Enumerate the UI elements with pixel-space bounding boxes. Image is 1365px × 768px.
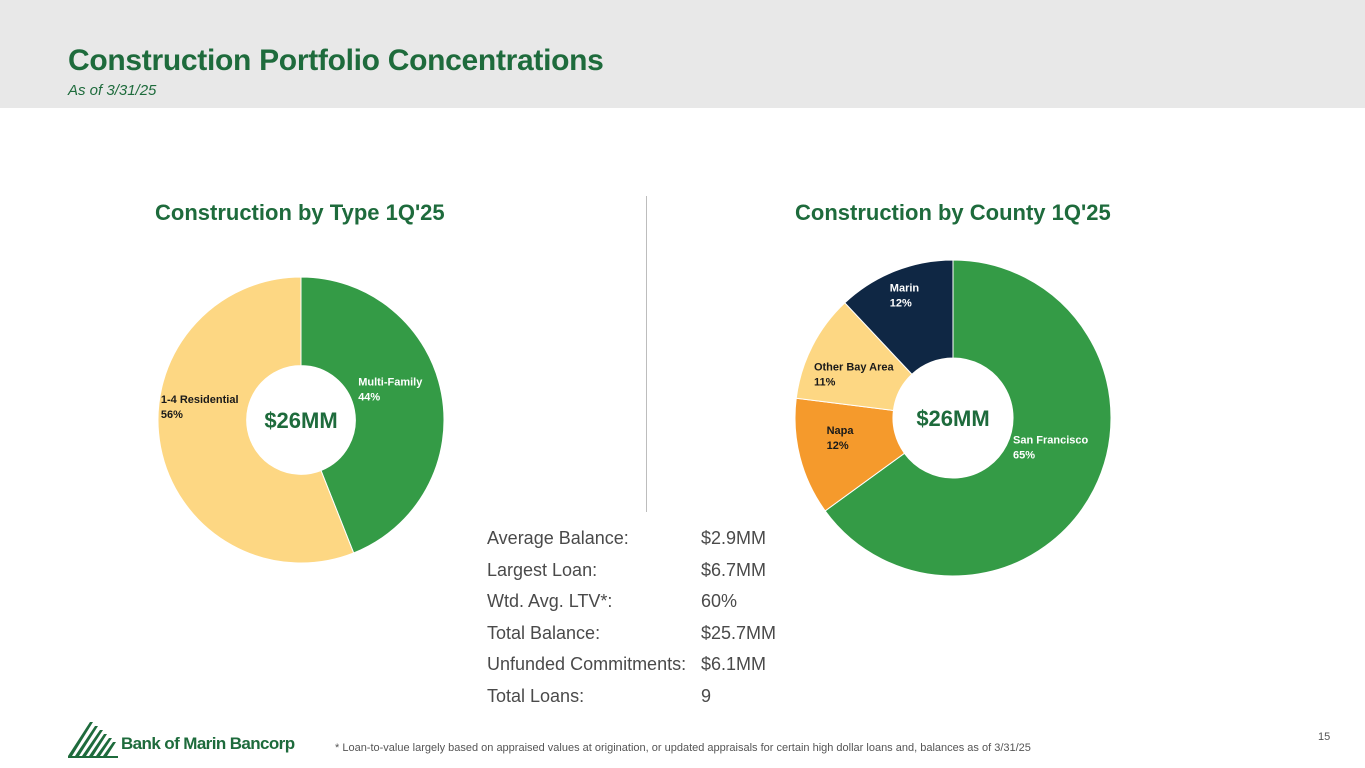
stat-label: Unfunded Commitments: [487, 654, 687, 675]
chart-title-county: Construction by County 1Q'25 [795, 200, 1111, 225]
page-number: 15 [1318, 731, 1331, 743]
slice-label: 1-4 Residential 56% [161, 394, 239, 421]
stat-value: 60% [701, 591, 738, 612]
stat-label: Wtd. Avg. LTV*: [487, 591, 613, 612]
slice-marin [844, 259, 954, 375]
stat-row: Unfunded Commitments: $6.1MM [487, 654, 807, 686]
page-subtitle: As of 3/31/25 [68, 82, 157, 99]
bank-logo-icon [68, 722, 118, 758]
stats-list: Average Balance: $2.9MM Largest Loan: $6… [487, 528, 807, 718]
stat-value: $6.1MM [701, 654, 767, 675]
stat-row: Average Balance: $2.9MM [487, 528, 807, 560]
slice-label: Multi-Family 44% [358, 377, 423, 404]
type-donut-chart: Multi-Family 44% 1-4 Residential 56% $26MM [157, 276, 445, 564]
county-donut-chart: San Francisco 65% Napa 12% Other Bay Area 11%… [794, 259, 1112, 577]
stat-value: 9 [701, 685, 712, 706]
slice-multi-family [300, 276, 445, 554]
stat-label: Total Balance: [487, 622, 601, 643]
slice-label: San Francisco 65% [1013, 434, 1088, 461]
stat-value: $6.7MM [701, 559, 767, 580]
stat-row: Largest Loan: $6.7MM [487, 560, 807, 592]
slice-1-4-residential [157, 276, 355, 564]
header-band: Construction Portfolio Concentrations As… [0, 0, 1365, 108]
slice-label: Marin 12% [890, 283, 920, 310]
footnote: * Loan-to-value largely based on apprais… [335, 742, 1031, 754]
center-label: $26MM [264, 408, 337, 433]
stat-row: Total Balance: $25.7MM [487, 623, 807, 655]
chart-title-type: Construction by Type 1Q'25 [155, 200, 445, 225]
slice-label: Other Bay Area 11% [814, 362, 895, 389]
stat-row: Total Loans: 9 [487, 686, 807, 718]
stat-value: $2.9MM [701, 528, 767, 548]
stat-value: $25.7MM [701, 622, 777, 643]
slice-label: Napa 12% [827, 425, 855, 452]
stat-label: Average Balance: [487, 528, 629, 548]
center-label: $26MM [916, 406, 989, 431]
bank-logo-text: Bank of Marin Bancorp [121, 734, 295, 753]
stat-row: Wtd. Avg. LTV*: 60% [487, 591, 807, 623]
stat-label: Largest Loan: [487, 559, 598, 580]
slice-san-francisco [824, 259, 1112, 577]
page-title: Construction Portfolio Concentrations [68, 44, 604, 77]
stat-label: Total Loans: [487, 685, 585, 706]
section-divider [646, 196, 647, 512]
